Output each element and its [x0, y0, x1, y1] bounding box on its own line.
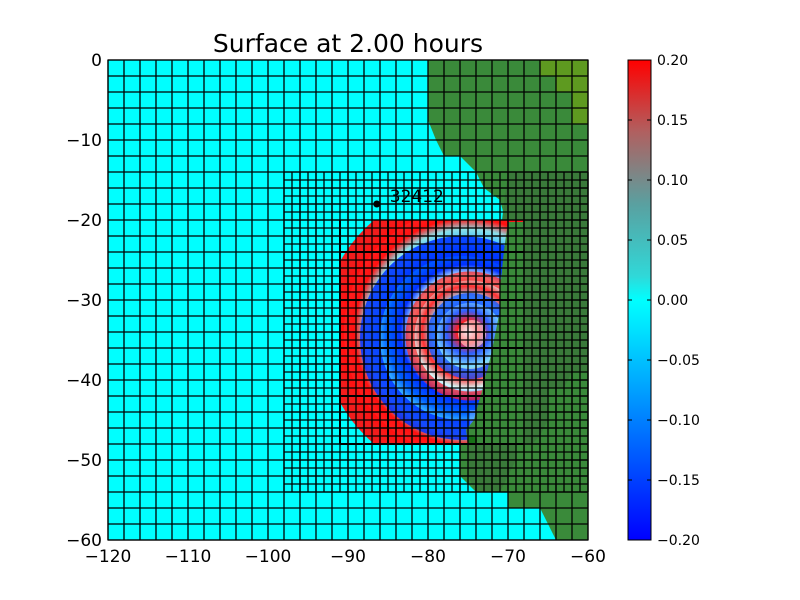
y-tick-label: −60	[66, 531, 102, 551]
colorbar-tick-label: −0.15	[657, 473, 700, 489]
y-tick-label: −10	[66, 131, 102, 151]
gauge-label: 32412	[390, 187, 444, 207]
y-tick-label: −40	[66, 371, 102, 391]
y-tick-label: 0	[91, 51, 102, 71]
grid-patch-level-3	[339, 220, 524, 445]
colorbar-tick-label: 0.15	[657, 113, 688, 129]
x-axis: −120 −110 −100 −90 −80 −70 −60	[85, 60, 606, 567]
colorbar-tick-label: 0.05	[657, 233, 688, 249]
y-tick-label: −50	[66, 451, 102, 471]
colorbar-tick-label: −0.20	[657, 533, 700, 549]
x-tick-label: −110	[165, 547, 212, 567]
colorbar-tick-label: −0.05	[657, 353, 700, 369]
x-tick-label: −80	[410, 547, 446, 567]
x-tick-label: −100	[245, 547, 292, 567]
chart-title: Surface at 2.00 hours	[213, 29, 483, 58]
colorbar-tick-label: −0.10	[657, 413, 700, 429]
x-tick-label: −90	[330, 547, 366, 567]
amr-grid-lines	[107, 59, 589, 541]
colorbar-tick-label: 0.10	[657, 173, 688, 189]
x-tick-label: −60	[570, 547, 606, 567]
y-tick-label: −30	[66, 291, 102, 311]
colorbar-tick-label: 0.20	[657, 53, 688, 69]
y-axis: 0 −10 −20 −30 −40 −50 −60	[66, 51, 588, 551]
x-tick-label: −70	[490, 547, 526, 567]
x-tick-label: −120	[85, 547, 132, 567]
gauge-marker	[373, 200, 381, 208]
colorbar-tick-label: 0.00	[657, 293, 688, 309]
colorbar-ticks: 0.20 0.15 0.10 0.05 0.00 −0.05 −0.10 −0.15 −0.20	[628, 53, 700, 549]
y-tick-label: −20	[66, 211, 102, 231]
